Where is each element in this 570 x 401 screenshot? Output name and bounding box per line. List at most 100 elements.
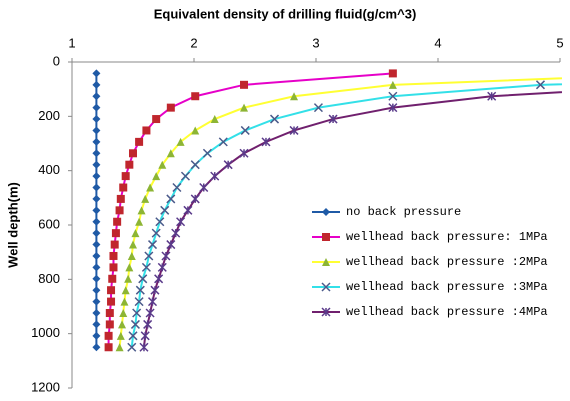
marker (218, 137, 228, 147)
marker (223, 160, 233, 170)
marker (92, 92, 101, 101)
marker (166, 149, 175, 158)
marker (210, 171, 220, 181)
marker (92, 274, 101, 283)
y-axis-label: Well depth(m) (5, 182, 20, 268)
marker (107, 297, 116, 306)
marker (487, 91, 497, 101)
marker (120, 297, 129, 306)
marker (154, 274, 164, 284)
marker (108, 274, 117, 283)
marker (321, 307, 331, 317)
marker (190, 160, 200, 170)
marker (113, 217, 122, 226)
marker (125, 263, 134, 272)
marker (119, 309, 128, 318)
marker (92, 331, 101, 340)
marker (137, 206, 146, 215)
marker (92, 320, 101, 329)
marker (92, 229, 101, 238)
marker (140, 331, 150, 341)
marker (202, 148, 212, 158)
marker (166, 103, 175, 112)
marker (313, 103, 323, 113)
marker (128, 331, 138, 341)
marker (138, 274, 148, 284)
marker (92, 160, 101, 169)
marker (92, 343, 101, 352)
marker (141, 194, 150, 203)
x-tick-label: 4 (434, 35, 441, 50)
marker (191, 92, 200, 101)
marker (166, 194, 176, 204)
marker (183, 205, 193, 215)
marker (92, 217, 101, 226)
marker (130, 319, 140, 329)
marker (388, 91, 398, 101)
marker (210, 115, 219, 124)
marker (92, 137, 101, 146)
legend-box (306, 196, 562, 324)
marker (132, 308, 142, 318)
marker (199, 182, 209, 193)
marker (172, 182, 182, 193)
marker (124, 274, 133, 283)
marker (157, 262, 167, 272)
marker (92, 240, 101, 249)
marker (388, 80, 397, 89)
marker (92, 126, 101, 135)
marker (171, 228, 181, 238)
marker (269, 114, 280, 124)
marker (104, 331, 113, 340)
marker (166, 240, 176, 250)
marker (129, 240, 137, 249)
y-tick-label: 1200 (31, 379, 60, 394)
legend-label: wellhead back pressure :3MPa (346, 280, 548, 294)
legend-label: wellhead back pressure :4MPa (346, 305, 548, 319)
y-tick-label: 200 (38, 108, 60, 123)
marker (321, 282, 331, 292)
marker (160, 205, 170, 215)
marker (145, 308, 155, 318)
marker (176, 137, 185, 146)
marker (135, 285, 145, 295)
marker (134, 297, 144, 307)
marker (135, 217, 144, 226)
marker (190, 194, 200, 204)
marker (121, 172, 130, 181)
marker (135, 137, 144, 146)
y-tick-label: 600 (38, 216, 60, 231)
marker (261, 137, 271, 147)
plot-area (92, 69, 562, 352)
y-tick-label: 1000 (31, 325, 60, 340)
marker (151, 228, 161, 238)
marker (92, 69, 101, 78)
marker (131, 229, 140, 238)
marker (121, 286, 130, 295)
marker (535, 80, 546, 90)
marker (118, 320, 127, 329)
marker (147, 240, 158, 250)
chart-title: Equivalent density of drilling fluid(g/c… (154, 6, 417, 21)
marker (115, 206, 124, 215)
legend-label: wellhead back pressure :2MPa (346, 255, 548, 269)
marker (119, 183, 128, 192)
marker (144, 251, 154, 261)
marker (152, 172, 161, 181)
x-tick-label: 3 (312, 35, 319, 50)
marker (104, 343, 113, 352)
x-tick-label: 5 (556, 35, 563, 50)
marker (147, 297, 158, 307)
marker (105, 320, 114, 329)
marker (92, 194, 101, 203)
marker (328, 114, 338, 124)
marker (155, 217, 165, 227)
marker (388, 69, 397, 78)
marker (240, 103, 249, 112)
marker (92, 297, 101, 306)
marker (388, 103, 398, 113)
marker (142, 126, 151, 135)
y-tick-label: 0 (53, 53, 60, 68)
marker (240, 125, 250, 135)
